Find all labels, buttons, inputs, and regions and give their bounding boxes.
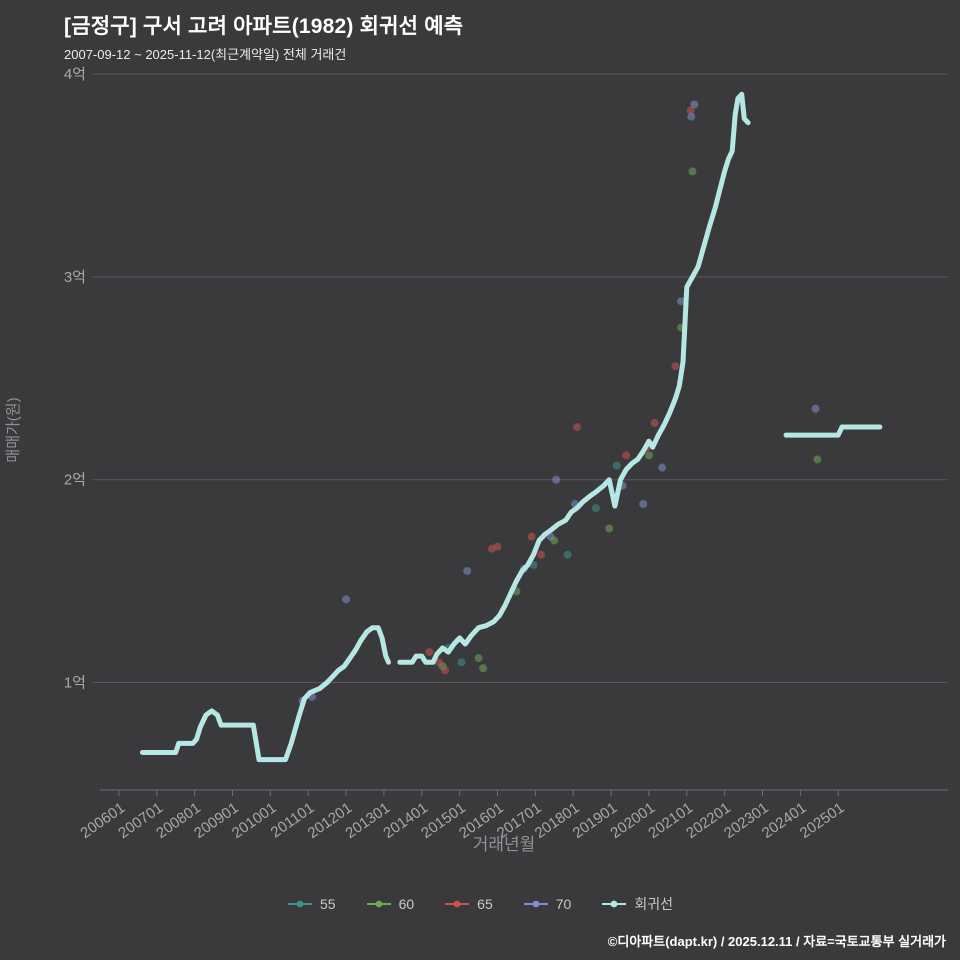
scatter-point bbox=[671, 362, 680, 371]
scatter-point bbox=[441, 666, 450, 675]
regression-line bbox=[139, 91, 883, 763]
y-axis-title: 매매가(원) bbox=[5, 397, 22, 462]
legend-label: 60 bbox=[398, 896, 415, 912]
regression-segment bbox=[397, 91, 751, 665]
scatter-point bbox=[622, 451, 631, 460]
scatter-point bbox=[474, 654, 483, 663]
scatter-point bbox=[687, 112, 696, 121]
legend-item-65[interactable]: 65 bbox=[444, 896, 493, 912]
legend-marker-icon bbox=[602, 900, 627, 908]
scatter-point bbox=[434, 658, 443, 667]
legend-marker-icon bbox=[445, 900, 470, 908]
scatter-point bbox=[563, 550, 572, 559]
scatter-point bbox=[342, 595, 351, 604]
scatter-point bbox=[605, 524, 614, 533]
scatter-point bbox=[811, 404, 820, 413]
legend-label: 65 bbox=[477, 896, 493, 912]
legend-item-70[interactable]: 70 bbox=[523, 896, 572, 912]
scatter-point bbox=[612, 461, 621, 470]
scatter-point bbox=[650, 418, 659, 427]
scatter-point bbox=[552, 475, 561, 484]
y-tick-label: 1억 bbox=[64, 675, 86, 692]
page-subtitle: 2007-09-12 ~ 2025-11-12(최근계약일) 전체 거래건 bbox=[64, 47, 347, 62]
scatter-point bbox=[686, 106, 695, 115]
chart-legend: 55 60 65 70 회귀선 bbox=[0, 894, 960, 914]
scatter-point bbox=[658, 463, 667, 472]
legend-marker-icon bbox=[366, 900, 391, 908]
scatter-series-70 bbox=[298, 100, 820, 705]
scatter-point bbox=[690, 100, 699, 109]
regression-segment bbox=[139, 625, 391, 763]
scatter-point bbox=[688, 167, 697, 176]
chart-plot-area: 1억2억3억4억20060120070120080120090120100120… bbox=[5, 66, 948, 854]
legend-item-regression[interactable]: 회귀선 bbox=[601, 894, 673, 914]
scatter-point bbox=[644, 451, 653, 460]
scatter-point bbox=[493, 542, 502, 551]
x-axis-title: 거래년월 bbox=[473, 835, 536, 854]
y-tick-label: 2억 bbox=[64, 472, 86, 489]
scatter-series-60 bbox=[438, 167, 822, 673]
scatter-point bbox=[425, 648, 434, 657]
y-tick-label: 3억 bbox=[64, 269, 86, 286]
legend-marker-icon bbox=[523, 900, 548, 908]
legend-label: 회귀선 bbox=[634, 896, 673, 912]
legend-item-55[interactable]: 55 bbox=[287, 896, 336, 912]
scatter-point bbox=[677, 297, 686, 306]
scatter-point bbox=[813, 455, 822, 464]
page-title: [금정구] 구서 고려 아파트(1982) 회귀선 예측 bbox=[64, 15, 464, 38]
y-gridlines: 1억 2억 3억 4억 bbox=[64, 66, 948, 692]
legend-label: 55 bbox=[320, 896, 336, 912]
scatter-point bbox=[479, 664, 488, 673]
scatter-point bbox=[463, 566, 472, 575]
scatter-point bbox=[639, 500, 648, 509]
y-tick-label: 4억 bbox=[64, 66, 86, 83]
legend-item-60[interactable]: 60 bbox=[366, 896, 415, 912]
scatter-point bbox=[537, 550, 546, 559]
legend-label: 70 bbox=[555, 896, 572, 912]
scatter-point bbox=[527, 532, 536, 541]
scatter-point bbox=[457, 658, 466, 667]
axis-titles: 거래년월 매매가(원) bbox=[5, 397, 535, 854]
legend-marker-icon bbox=[288, 900, 313, 908]
scatter-point bbox=[591, 504, 600, 513]
scatter-series-65 bbox=[425, 106, 695, 675]
credit-text: ©디아파트(dapt.kr) / 2025.12.11 / 자료=국토교통부 실… bbox=[607, 934, 946, 949]
scatter-point bbox=[573, 422, 581, 431]
regression-segment bbox=[783, 424, 883, 438]
